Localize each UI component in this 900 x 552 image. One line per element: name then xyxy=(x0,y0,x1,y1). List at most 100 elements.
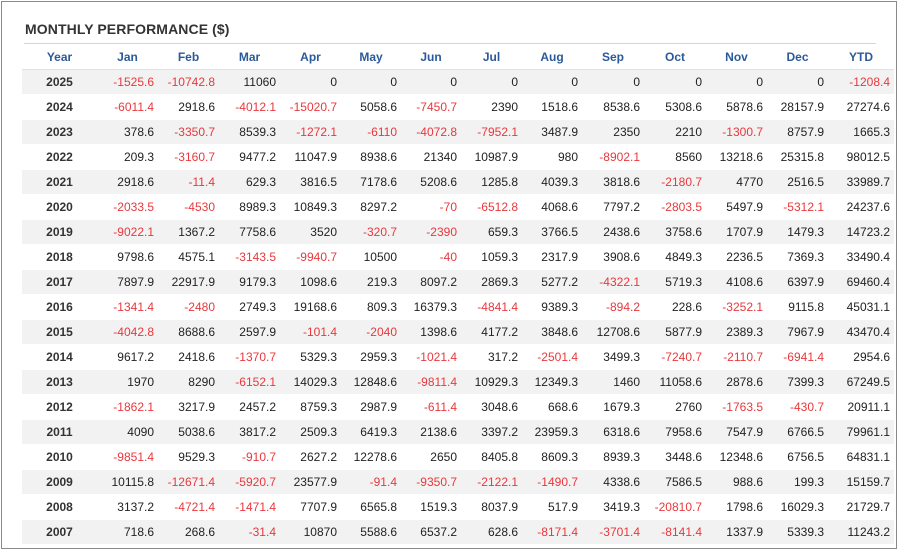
year-cell: 2022 xyxy=(22,144,97,170)
month-value-cell: -70 xyxy=(401,194,461,220)
month-value-cell: 0 xyxy=(522,69,582,95)
table-row: 2020 -2033.5 -4530 8989.3 10849.3 8297.2 -70 -6… xyxy=(22,194,894,220)
month-value-cell: -8171.4 xyxy=(522,519,582,544)
month-value-cell: -2110.7 xyxy=(706,344,767,370)
table-row: 2023 378.6 -3350.7 8539.3 -1272.1 -6110 -4072.… xyxy=(22,119,894,145)
month-value-cell: 1460 xyxy=(582,369,644,395)
month-value-cell: 5719.3 xyxy=(644,269,706,295)
month-value-cell: 628.6 xyxy=(461,519,522,544)
month-value-cell: 2210 xyxy=(644,119,706,145)
year-cell: 2015 xyxy=(22,319,97,345)
month-value-cell: -1300.7 xyxy=(706,119,767,145)
month-value-cell: -2390 xyxy=(401,219,461,245)
table-header-row: Year Jan Feb Mar Apr May Jun Jul Aug Sep Oct Nov Dec… xyxy=(22,44,894,70)
month-value-cell: 228.6 xyxy=(644,294,706,320)
table-row: 2012 -1862.1 3217.9 2457.2 8759.3 2987.9 -611.… xyxy=(22,394,894,420)
month-value-cell: 0 xyxy=(582,69,644,95)
month-value-cell: 6537.2 xyxy=(401,519,461,544)
month-value-cell: 3448.6 xyxy=(644,444,706,470)
month-value-cell: 3817.2 xyxy=(219,419,280,445)
ytd-cell: 14723.2 xyxy=(828,219,894,245)
month-value-cell: 2457.2 xyxy=(219,394,280,420)
month-value-cell: 22917.9 xyxy=(158,269,219,295)
month-value-cell: 0 xyxy=(461,69,522,95)
column-header-feb: Feb xyxy=(158,44,219,70)
ytd-cell: 11243.2 xyxy=(828,519,894,544)
month-value-cell: 9798.6 xyxy=(97,244,158,270)
month-value-cell: -6512.8 xyxy=(461,194,522,220)
month-value-cell: 4575.1 xyxy=(158,244,219,270)
table-row: 2008 3137.2 -4721.4 -1471.4 7707.9 6565.8 1519… xyxy=(22,494,894,520)
month-value-cell: 11047.9 xyxy=(280,144,341,170)
month-value-cell: -5920.7 xyxy=(219,469,280,495)
ytd-cell: 69460.4 xyxy=(828,269,894,295)
column-header-oct: Oct xyxy=(644,44,706,70)
month-value-cell: -4072.8 xyxy=(401,119,461,145)
month-value-cell: 2317.9 xyxy=(522,244,582,270)
month-value-cell: 7797.2 xyxy=(582,194,644,220)
month-value-cell: 980 xyxy=(522,144,582,170)
month-value-cell: -3701.4 xyxy=(582,519,644,544)
column-header-jan: Jan xyxy=(97,44,158,70)
year-cell: 2018 xyxy=(22,244,97,270)
ytd-cell: 1665.3 xyxy=(828,119,894,145)
table-row: 2009 10115.8 -12671.4 -5920.7 23577.9 -91.4 -9… xyxy=(22,469,894,495)
month-value-cell: -4841.4 xyxy=(461,294,522,320)
month-value-cell: -1862.1 xyxy=(97,394,158,420)
month-value-cell: 5878.6 xyxy=(706,94,767,120)
month-value-cell: 23577.9 xyxy=(280,469,341,495)
month-value-cell: 8097.2 xyxy=(401,269,461,295)
month-value-cell: 8938.6 xyxy=(341,144,401,170)
month-value-cell: -2122.1 xyxy=(461,469,522,495)
table-row: 2017 7897.9 22917.9 9179.3 1098.6 219.3 8097.2… xyxy=(22,269,894,295)
ytd-cell: 64831.1 xyxy=(828,444,894,470)
month-value-cell: -4530 xyxy=(158,194,219,220)
month-value-cell: 1798.6 xyxy=(706,494,767,520)
month-value-cell: 2389.3 xyxy=(706,319,767,345)
month-value-cell: 10115.8 xyxy=(97,469,158,495)
month-value-cell: 2509.3 xyxy=(280,419,341,445)
month-value-cell: -2180.7 xyxy=(644,169,706,195)
month-value-cell: 3487.9 xyxy=(522,119,582,145)
monthly-performance-table: Year Jan Feb Mar Apr May Jun Jul Aug Sep Oct Nov Dec… xyxy=(22,44,894,544)
month-value-cell: 718.6 xyxy=(97,519,158,544)
month-value-cell: -2480 xyxy=(158,294,219,320)
month-value-cell: 12278.6 xyxy=(341,444,401,470)
month-value-cell: 10500 xyxy=(341,244,401,270)
month-value-cell: 1519.3 xyxy=(401,494,461,520)
ytd-cell: 67249.5 xyxy=(828,369,894,395)
year-cell: 2007 xyxy=(22,519,97,544)
ytd-cell: 45031.1 xyxy=(828,294,894,320)
month-value-cell: 8297.2 xyxy=(341,194,401,220)
table-body: 2025 -1525.6 -10742.8 11060 0 0 0 0 0 0 0 0 0 -1208.4… xyxy=(22,69,894,544)
year-cell: 2016 xyxy=(22,294,97,320)
month-value-cell: -9940.7 xyxy=(280,244,341,270)
month-value-cell: 1398.6 xyxy=(401,319,461,345)
month-value-cell: -10742.8 xyxy=(158,69,219,95)
table-row: 2019 -9022.1 1367.2 7758.6 3520 -320.7 -2390 65… xyxy=(22,219,894,245)
month-value-cell: -1341.4 xyxy=(97,294,158,320)
month-value-cell: 7399.3 xyxy=(767,369,828,395)
month-value-cell: 5329.3 xyxy=(280,344,341,370)
month-value-cell: 209.3 xyxy=(97,144,158,170)
month-value-cell: -2033.5 xyxy=(97,194,158,220)
month-value-cell: 2350 xyxy=(582,119,644,145)
month-value-cell: 7586.5 xyxy=(644,469,706,495)
month-value-cell: 4039.3 xyxy=(522,169,582,195)
month-value-cell: -9022.1 xyxy=(97,219,158,245)
month-value-cell: 1479.3 xyxy=(767,219,828,245)
month-value-cell: 19168.6 xyxy=(280,294,341,320)
month-value-cell: 4108.6 xyxy=(706,269,767,295)
month-value-cell: 6756.5 xyxy=(767,444,828,470)
month-value-cell: 16029.3 xyxy=(767,494,828,520)
column-header-may: May xyxy=(341,44,401,70)
month-value-cell: 28157.9 xyxy=(767,94,828,120)
month-value-cell: 8757.9 xyxy=(767,119,828,145)
month-value-cell: 1970 xyxy=(97,369,158,395)
month-value-cell: 517.9 xyxy=(522,494,582,520)
ytd-cell: 20911.1 xyxy=(828,394,894,420)
month-value-cell: 199.3 xyxy=(767,469,828,495)
month-value-cell: 10849.3 xyxy=(280,194,341,220)
month-value-cell: -1525.6 xyxy=(97,69,158,95)
month-value-cell: 668.6 xyxy=(522,394,582,420)
